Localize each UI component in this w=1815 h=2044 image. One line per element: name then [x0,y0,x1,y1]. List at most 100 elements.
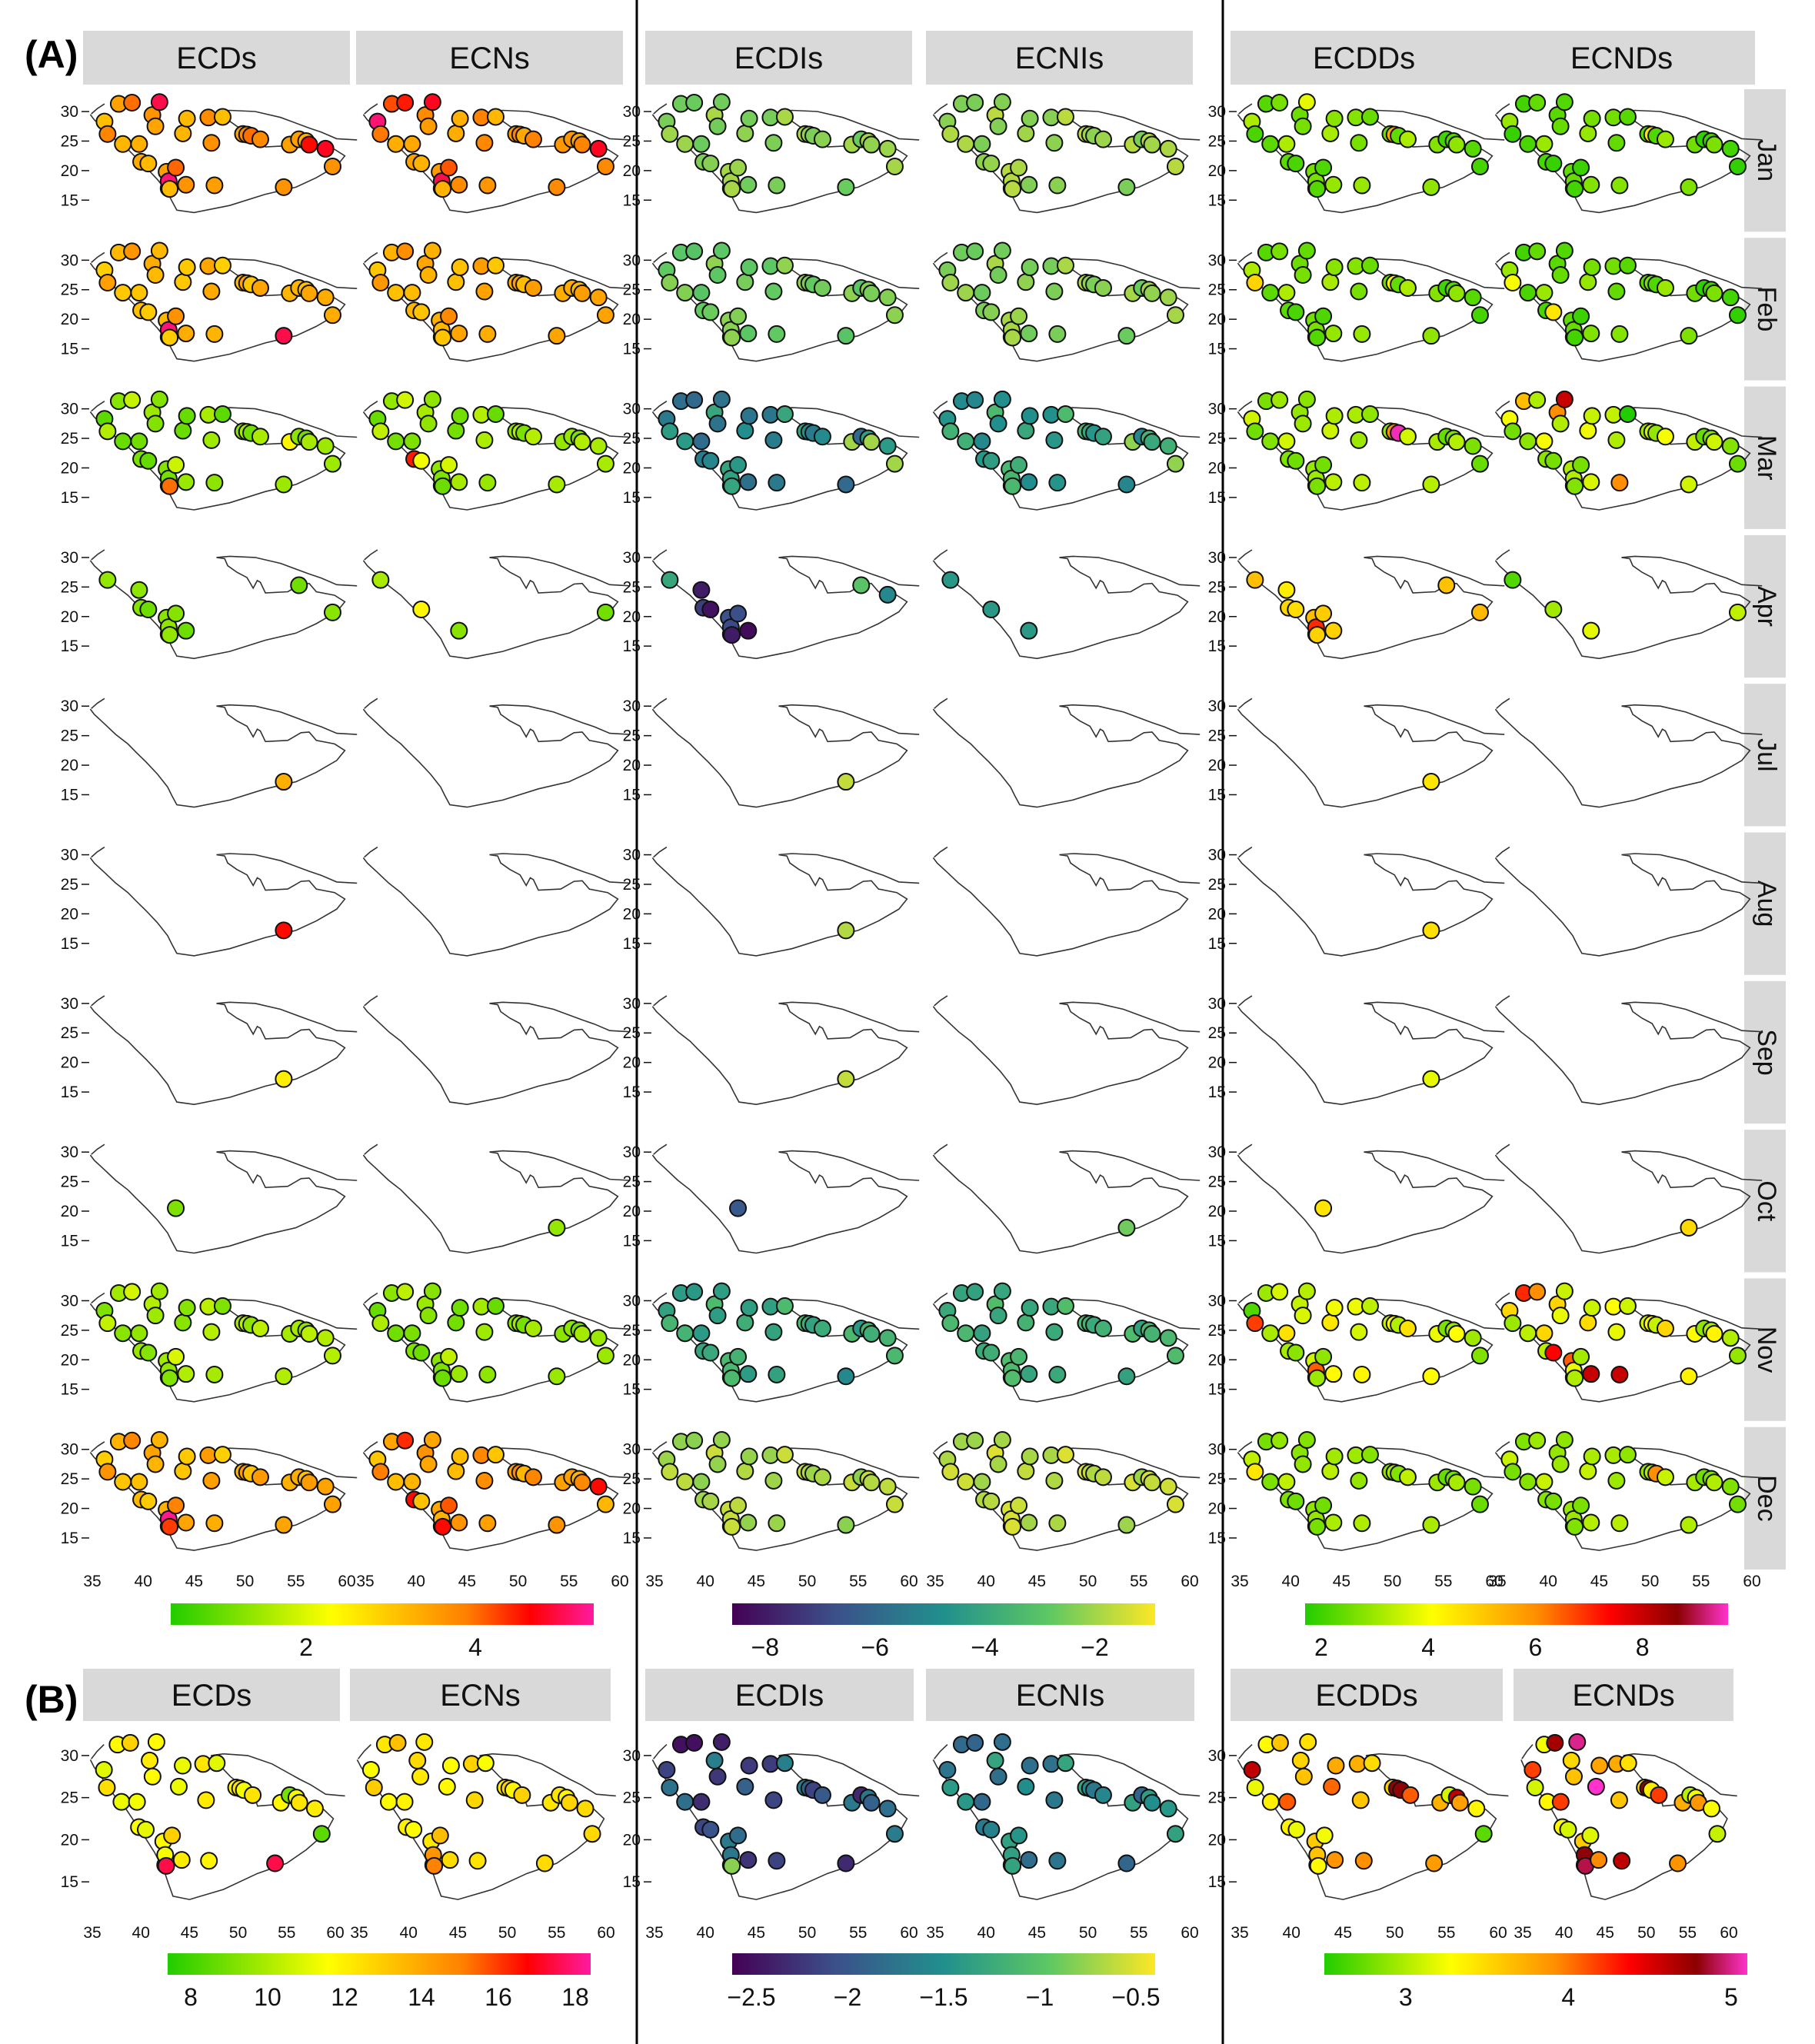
month-strip-bg-r3-bg [1744,534,1786,678]
station-point [478,1365,497,1383]
month-label-Aug: Aug [1752,881,1781,927]
station-point [1021,1756,1039,1775]
station-point [1277,432,1296,451]
border-A-r6-5 [1496,995,1510,1007]
border-A-r7-0 [91,1144,105,1155]
y-tick-label: 20 [1208,1054,1226,1072]
station-point [692,1473,711,1491]
y-tick-label: 25 [623,876,641,894]
station-point [989,1307,1007,1325]
station-point [573,1473,591,1492]
month-label-Mar: Mar [1752,435,1781,481]
station-point [251,428,269,446]
station-point [150,390,168,408]
station-point [1045,1791,1064,1809]
station-point [213,108,231,126]
y-tick-label: 15 [1208,341,1226,358]
map-panel-A-r9-1: 35 40 45 50 55 60 [356,1430,631,1590]
station-point [1270,1431,1289,1450]
map-panel-A-r9-5: 35 40 45 50 55 60 [1488,1430,1763,1590]
station-point [475,282,494,301]
station-point [1277,1473,1296,1491]
station-point [739,1365,758,1383]
map-panel-A-r4-4: 30 25 20 15 [1208,697,1505,808]
station-point [1607,282,1626,301]
station-point [403,1324,421,1343]
station-point [1287,303,1305,321]
x-tick-label: 45 [449,1924,467,1942]
station-point [434,1517,452,1536]
station-point [661,1314,679,1333]
station-point [596,454,614,473]
station-point [447,273,465,291]
station-point [1680,178,1698,196]
station-point [736,1777,754,1796]
colorbar-B-3 [1324,1953,1747,1975]
colorbar-B-2-tick: −1.5 [919,1983,967,2011]
border-A-r6-4 [1238,995,1253,1007]
border-A-r4-0 [91,697,105,709]
map-panel-A-r4-3 [932,697,1201,808]
station-point [434,328,452,347]
station-point [1572,1347,1590,1366]
station-point [740,258,758,277]
y-tick-label: 20 [1208,1831,1226,1849]
month-strip-bg-r2-bg [1744,386,1786,529]
y-tick-label: 25 [623,727,641,745]
station-point [434,477,452,495]
station-point [266,1854,285,1873]
y-tick-label: 20 [1208,1351,1226,1369]
coastline-A-r9-5 [1494,1447,1763,1551]
station-point [396,1431,415,1450]
coastline-A-r1-3 [932,258,1201,362]
station-point [764,1323,783,1341]
station-point [275,475,293,494]
station-point [775,256,794,275]
coastline-A-r7-2 [651,1150,920,1254]
station-point [708,1455,727,1473]
station-point [712,241,731,260]
station-point [98,571,117,589]
station-point [993,1282,1011,1300]
station-point [1021,1299,1039,1317]
station-point [723,477,741,495]
x-tick-label: 50 [1641,1573,1659,1590]
station-point [1321,124,1340,142]
station-point [323,454,341,473]
station-point [316,139,335,158]
station-point [450,1513,468,1532]
station-point [1308,180,1327,198]
station-point [371,1463,390,1481]
station-point [862,433,881,451]
coastline-A-r9-4 [1237,1447,1505,1551]
station-point [548,178,566,196]
station-point [1705,1324,1723,1343]
coastline-A-r4-2 [651,704,920,808]
y-tick-label: 25 [623,1024,641,1042]
station-point [1020,175,1038,194]
station-point [729,1496,748,1515]
station-point [434,180,452,198]
strip-B-ECDs-bg [83,1669,340,1721]
station-point [1721,437,1740,455]
x-tick-label: 50 [1637,1924,1655,1942]
y-tick-label: 30 [623,995,641,1013]
station-point [98,274,117,292]
x-tick-label: 60 [900,1573,917,1590]
station-point [451,1447,469,1466]
station-point [1607,1471,1626,1490]
station-point [1656,1320,1674,1338]
x-tick-label: 40 [697,1924,714,1942]
station-point [1450,1793,1469,1812]
station-point [1721,139,1740,158]
station-point [1270,1733,1289,1752]
station-point [1504,571,1522,589]
border-A-r5-0 [91,846,105,858]
map-panel-A-r0-2: 30 25 20 15 [623,93,920,214]
colorbar-B-1-tick: 18 [561,1983,589,2011]
station-point [1056,1297,1074,1315]
station-point [178,109,196,128]
station-point [973,1324,991,1343]
station-point [1297,1282,1316,1300]
station-point [973,432,991,451]
